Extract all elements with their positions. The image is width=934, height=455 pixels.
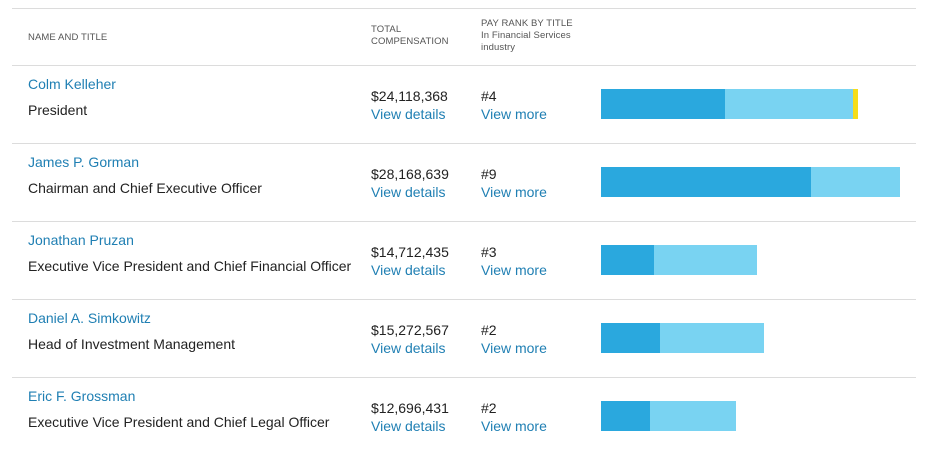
executive-title: President bbox=[28, 102, 88, 118]
executive-name-link[interactable]: Daniel A. Simkowitz bbox=[28, 310, 151, 326]
header-total-line2: COMPENSATION bbox=[371, 36, 449, 47]
compensation-bar bbox=[601, 89, 858, 119]
header-pay-rank: PAY RANK BY TITLE In Financial Services … bbox=[481, 18, 573, 54]
executive-name-link[interactable]: James P. Gorman bbox=[28, 154, 140, 170]
header-rank-line3: industry bbox=[481, 42, 516, 53]
compensation-bar bbox=[601, 401, 736, 431]
header-total-line1: TOTAL bbox=[371, 24, 402, 35]
executive-name-link[interactable]: Eric F. Grossman bbox=[28, 388, 136, 404]
bar-segment-2 bbox=[654, 245, 757, 275]
compensation-bar bbox=[601, 245, 757, 275]
view-more-link[interactable]: View more bbox=[481, 106, 547, 122]
table-row: Colm Kelleher President $24,118,368 View… bbox=[12, 66, 916, 144]
view-details-link[interactable]: View details bbox=[371, 262, 446, 278]
view-details-link[interactable]: View details bbox=[371, 340, 446, 356]
bar-segment-2 bbox=[650, 401, 736, 431]
executive-name-link[interactable]: Colm Kelleher bbox=[28, 76, 116, 92]
bar-segment-2 bbox=[660, 323, 764, 353]
view-more-link[interactable]: View more bbox=[481, 340, 547, 356]
view-more-link[interactable]: View more bbox=[481, 418, 547, 434]
table-row: James P. Gorman Chairman and Chief Execu… bbox=[12, 144, 916, 222]
header-rank-line1: PAY RANK BY TITLE bbox=[481, 18, 573, 29]
executive-title: Executive Vice President and Chief Legal… bbox=[28, 414, 330, 430]
table-row: Jonathan Pruzan Executive Vice President… bbox=[12, 222, 916, 300]
header-name-and-title: NAME AND TITLE bbox=[28, 32, 108, 43]
total-compensation: $15,272,567 bbox=[371, 322, 449, 338]
total-compensation: $28,168,639 bbox=[371, 166, 449, 182]
bar-segment-2 bbox=[725, 89, 853, 119]
pay-rank: #4 bbox=[481, 88, 497, 104]
executive-title: Head of Investment Management bbox=[28, 336, 236, 352]
bar-segment-3 bbox=[853, 89, 858, 119]
bar-segment-1 bbox=[601, 401, 650, 431]
pay-rank: #2 bbox=[481, 400, 497, 416]
header-rank-line2: In Financial Services bbox=[481, 30, 571, 41]
executive-title: Chairman and Chief Executive Officer bbox=[28, 180, 262, 196]
compensation-bar bbox=[601, 323, 764, 353]
bar-segment-1 bbox=[601, 323, 660, 353]
view-more-link[interactable]: View more bbox=[481, 262, 547, 278]
view-details-link[interactable]: View details bbox=[371, 418, 446, 434]
pay-rank: #2 bbox=[481, 322, 497, 338]
total-compensation: $12,696,431 bbox=[371, 400, 449, 416]
table-row: Daniel A. Simkowitz Head of Investment M… bbox=[12, 300, 916, 378]
table-header: NAME AND TITLE TOTAL COMPENSATION PAY RA… bbox=[12, 8, 916, 66]
view-more-link[interactable]: View more bbox=[481, 184, 547, 200]
total-compensation: $24,118,368 bbox=[371, 88, 448, 104]
view-details-link[interactable]: View details bbox=[371, 184, 446, 200]
bar-segment-1 bbox=[601, 89, 725, 119]
table-row: Eric F. Grossman Executive Vice Presiden… bbox=[12, 378, 916, 455]
header-total-compensation: TOTAL COMPENSATION bbox=[371, 24, 449, 48]
bar-segment-1 bbox=[601, 167, 811, 197]
bar-segment-1 bbox=[601, 245, 654, 275]
pay-rank: #9 bbox=[481, 166, 497, 182]
executive-name-link[interactable]: Jonathan Pruzan bbox=[28, 232, 134, 248]
total-compensation: $14,712,435 bbox=[371, 244, 449, 260]
compensation-table: NAME AND TITLE TOTAL COMPENSATION PAY RA… bbox=[12, 8, 916, 455]
pay-rank: #3 bbox=[481, 244, 497, 260]
compensation-bar bbox=[601, 167, 900, 197]
executive-title: Executive Vice President and Chief Finan… bbox=[28, 258, 352, 274]
view-details-link[interactable]: View details bbox=[371, 106, 446, 122]
bar-segment-2 bbox=[811, 167, 900, 197]
